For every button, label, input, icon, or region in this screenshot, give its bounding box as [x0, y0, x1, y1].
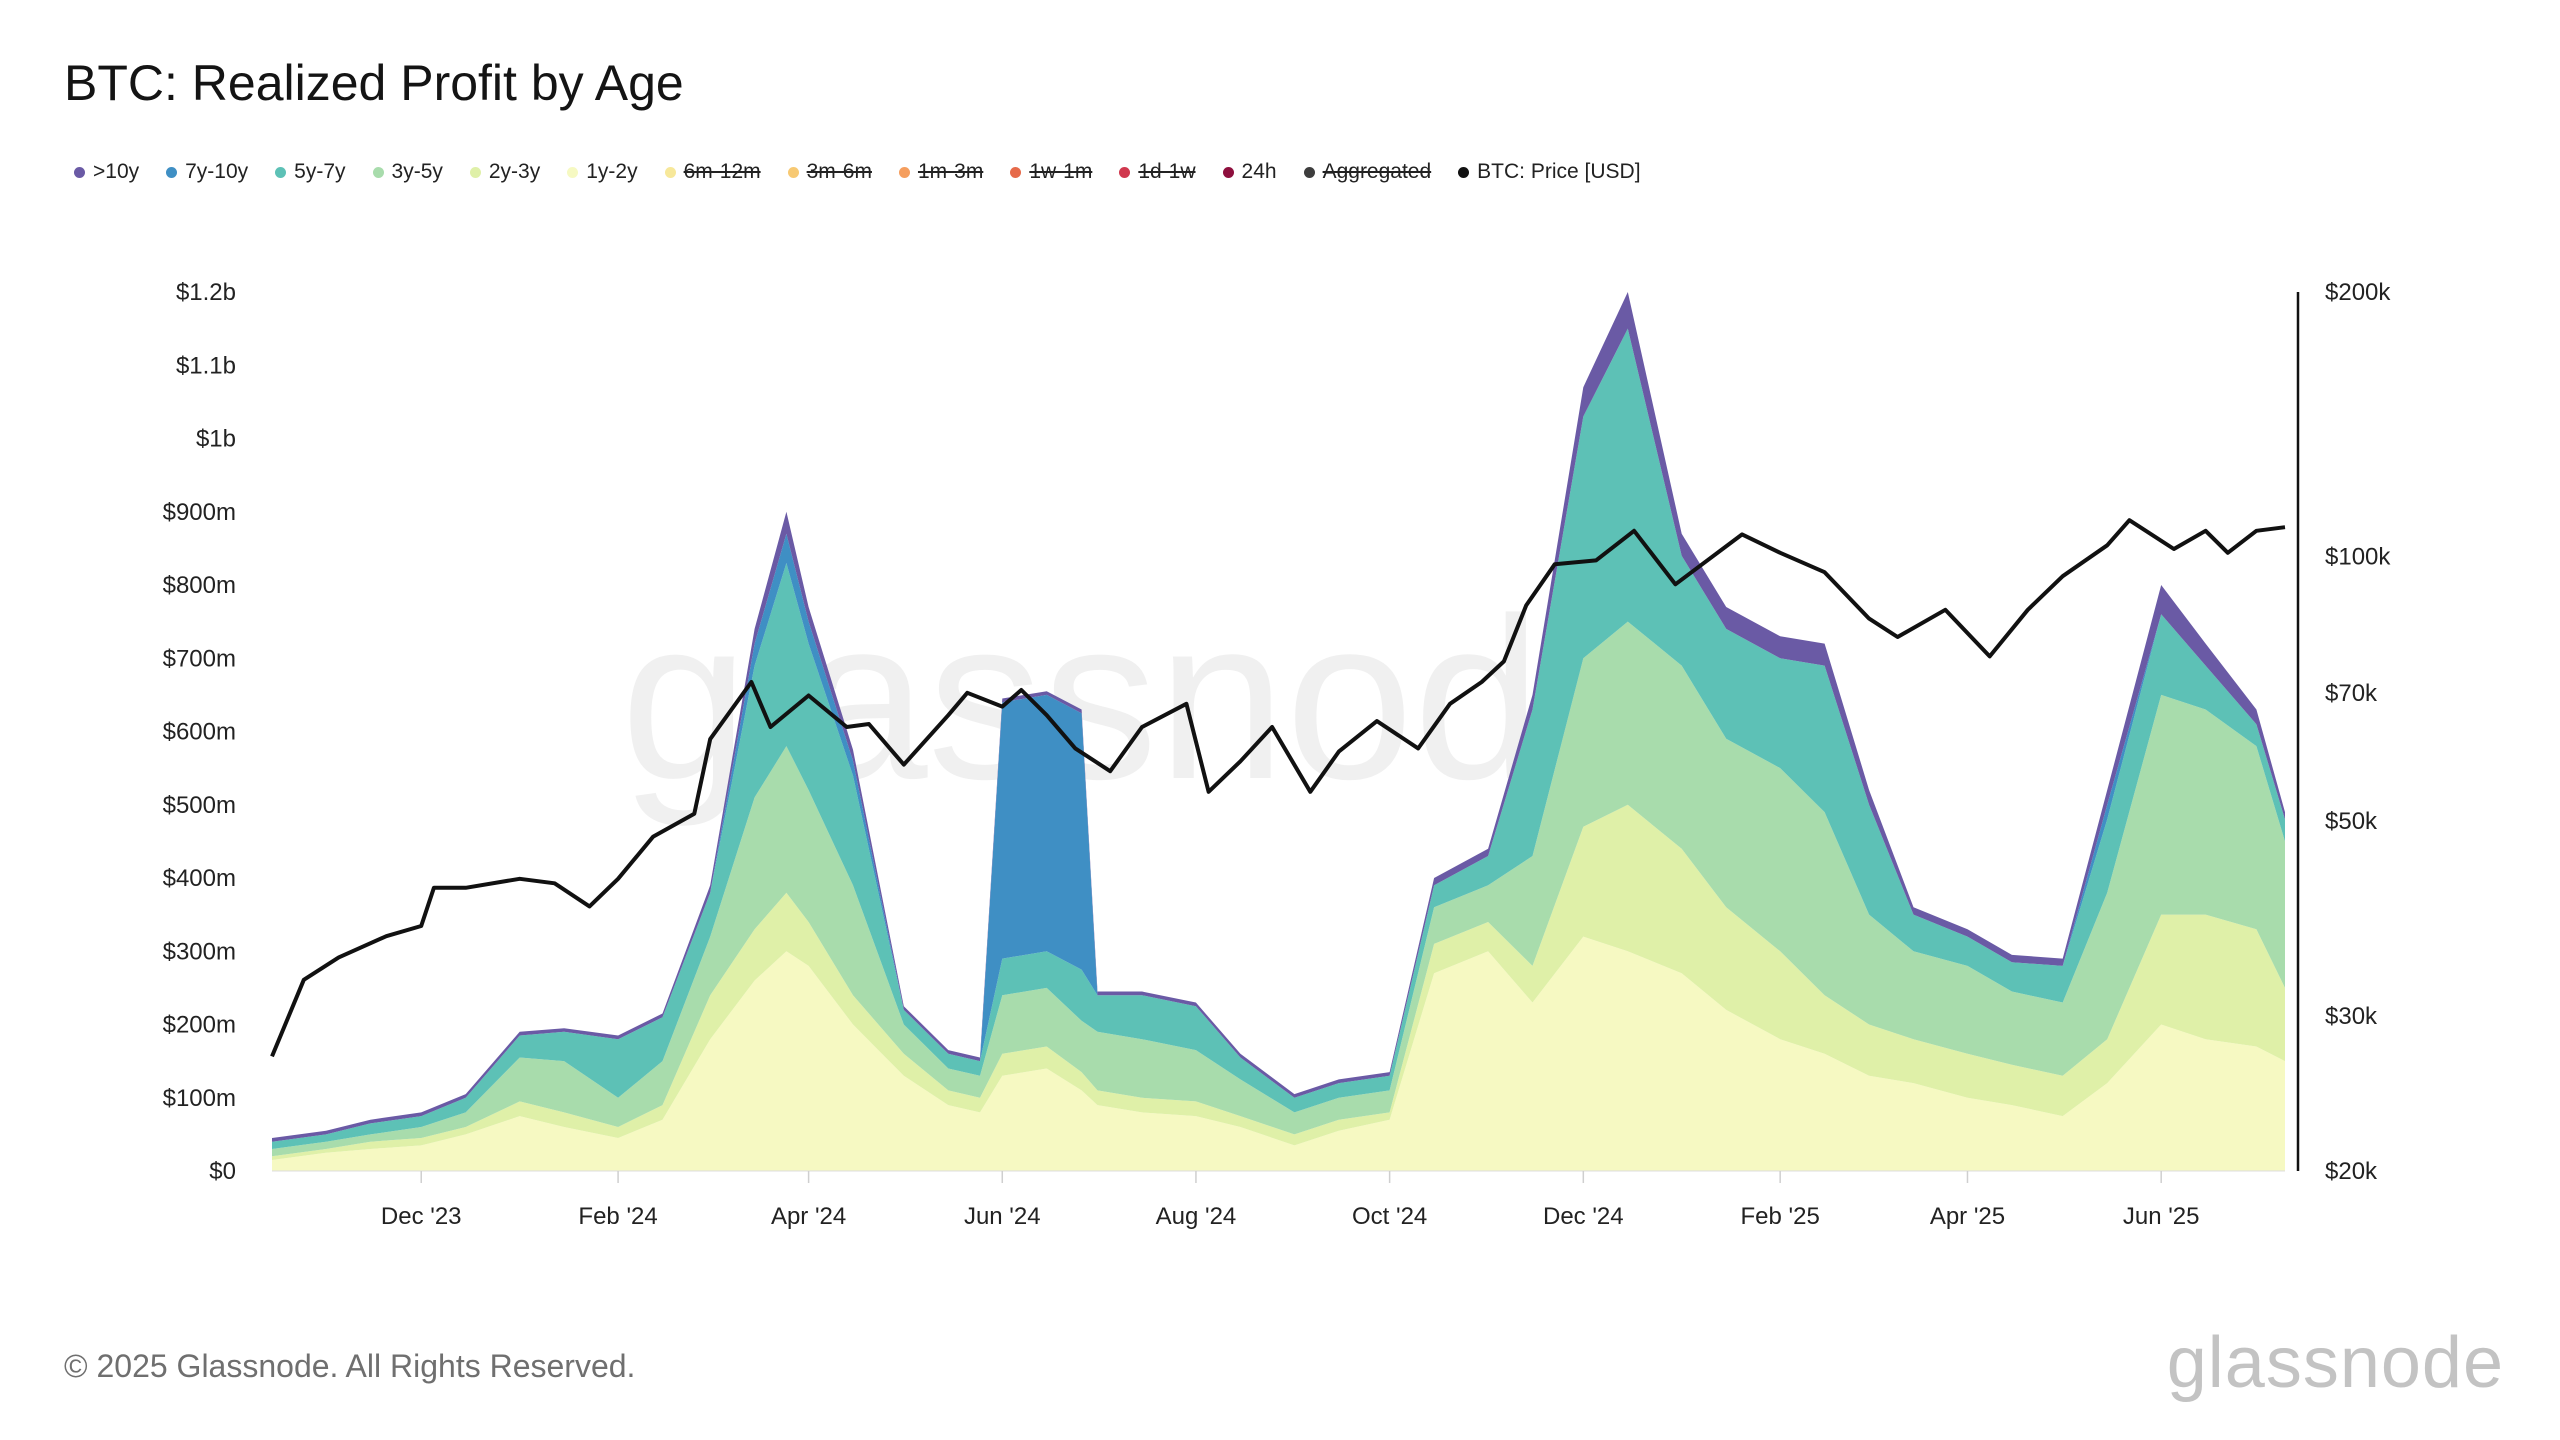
legend-item[interactable]: 5y-7y: [275, 160, 346, 184]
legend-dot-icon: [1010, 166, 1022, 178]
legend-item[interactable]: BTC: Price [USD]: [1458, 160, 1641, 184]
legend-dot-icon: [275, 166, 287, 178]
legend-label: BTC: Price [USD]: [1477, 160, 1641, 183]
legend-label: 3m-6m: [806, 160, 872, 183]
legend-dot-icon: [166, 166, 178, 178]
area-layers: [272, 292, 2285, 1171]
legend-dot-icon: [1222, 166, 1234, 178]
legend-item[interactable]: 24h: [1222, 160, 1277, 184]
chart-legend: >10y 7y-10y 5y-7y 3y-5y 2y-3y 1y-2y 6m-12m 3m-6…: [74, 160, 1668, 184]
legend-label: 1d-1w: [1138, 160, 1196, 183]
y2-tick-label: $50k: [2325, 808, 2378, 835]
legend-dot-icon: [664, 166, 676, 178]
legend-label: >10y: [93, 160, 140, 183]
y2-tick-label: $20k: [2325, 1158, 2378, 1185]
x-tick-label: Oct '24: [1352, 1203, 1427, 1230]
legend-item[interactable]: Aggregated: [1303, 160, 1432, 184]
chart-title: BTC: Realized Profit by Age: [64, 55, 684, 111]
y-tick-label: $600m: [163, 719, 236, 746]
y-tick-label: $1b: [196, 426, 236, 453]
btc-price-line: [270, 518, 2286, 1058]
legend-item[interactable]: >10y: [74, 160, 139, 184]
x-tick-label: Dec '23: [381, 1203, 462, 1230]
legend-item[interactable]: 7y-10y: [166, 160, 248, 184]
legend-item[interactable]: 1y-2y: [567, 160, 638, 184]
legend-dot-icon: [787, 166, 799, 178]
y2-tick-label: $200k: [2325, 279, 2391, 306]
y-tick-label: $200m: [163, 1012, 236, 1039]
legend-item[interactable]: 6m-12m: [664, 160, 761, 184]
legend-label: 1m-3m: [917, 160, 984, 183]
legend-label: 2y-3y: [488, 160, 541, 183]
x-tick-label: Feb '24: [578, 1203, 657, 1230]
legend-label: 6m-12m: [683, 160, 761, 183]
price-layer: [270, 518, 2286, 1058]
copyright-text: © 2025 Glassnode. All Rights Reserved.: [64, 1348, 636, 1384]
y-tick-label: $900m: [163, 499, 236, 526]
x-tick-label: Jun '24: [964, 1203, 1041, 1230]
y-tick-label: $700m: [163, 645, 236, 672]
y-tick-label: $300m: [163, 938, 236, 965]
legend-label: 24h: [1241, 160, 1277, 183]
legend-dot-icon: [74, 166, 85, 178]
x-tick-label: Aug '24: [1156, 1203, 1237, 1230]
y-tick-label: $500m: [163, 792, 236, 819]
y-tick-label: $0: [209, 1158, 236, 1185]
legend-item[interactable]: 1d-1w: [1119, 160, 1196, 184]
y2-tick-label: $30k: [2325, 1003, 2378, 1030]
axes: $0 $100m $200m $300m $400m $500m $600m $700m $80…: [163, 279, 2392, 1230]
y-tick-label: $400m: [163, 865, 236, 892]
legend-dot-icon: [469, 166, 481, 178]
x-tick-label: Jun '25: [2123, 1203, 2200, 1230]
area-series-2y-3y: [272, 804, 2285, 1160]
x-tick-label: Feb '25: [1741, 1203, 1820, 1230]
y-tick-label: $1.1b: [176, 352, 236, 379]
x-tick-label: Dec '24: [1543, 1203, 1624, 1230]
legend-item[interactable]: 1w-1m: [1010, 160, 1092, 184]
x-tick-label: Apr '24: [771, 1203, 846, 1230]
area-series-1y-2y: [272, 936, 2285, 1171]
legend-dot-icon: [1458, 166, 1470, 178]
y2-tick-label: $70k: [2325, 680, 2378, 707]
x-tick-label: Apr '25: [1930, 1203, 2005, 1230]
brand-logo-text[interactable]: glassnode: [2166, 1323, 2504, 1403]
y-tick-label: $800m: [163, 572, 236, 599]
legend-dot-icon: [1119, 166, 1131, 178]
y-tick-label: $100m: [163, 1085, 236, 1112]
y2-tick-label: $100k: [2325, 544, 2391, 571]
legend-dot-icon: [372, 166, 384, 178]
y-tick-label: $1.2b: [176, 279, 236, 306]
legend-item[interactable]: 3y-5y: [372, 160, 443, 184]
legend-label: 1y-2y: [586, 160, 638, 183]
legend-item[interactable]: 3m-6m: [787, 160, 872, 184]
legend-item[interactable]: 2y-3y: [469, 160, 541, 184]
legend-dot-icon: [567, 166, 579, 178]
legend-label: 1w-1m: [1029, 160, 1093, 183]
legend-label: Aggregated: [1322, 160, 1432, 183]
legend-item[interactable]: 1m-3m: [898, 160, 984, 184]
legend-label: 7y-10y: [185, 160, 249, 183]
legend-dot-icon: [898, 166, 910, 178]
legend-label: 3y-5y: [391, 160, 443, 183]
legend-dot-icon: [1303, 166, 1315, 178]
legend-label: 5y-7y: [294, 160, 346, 183]
